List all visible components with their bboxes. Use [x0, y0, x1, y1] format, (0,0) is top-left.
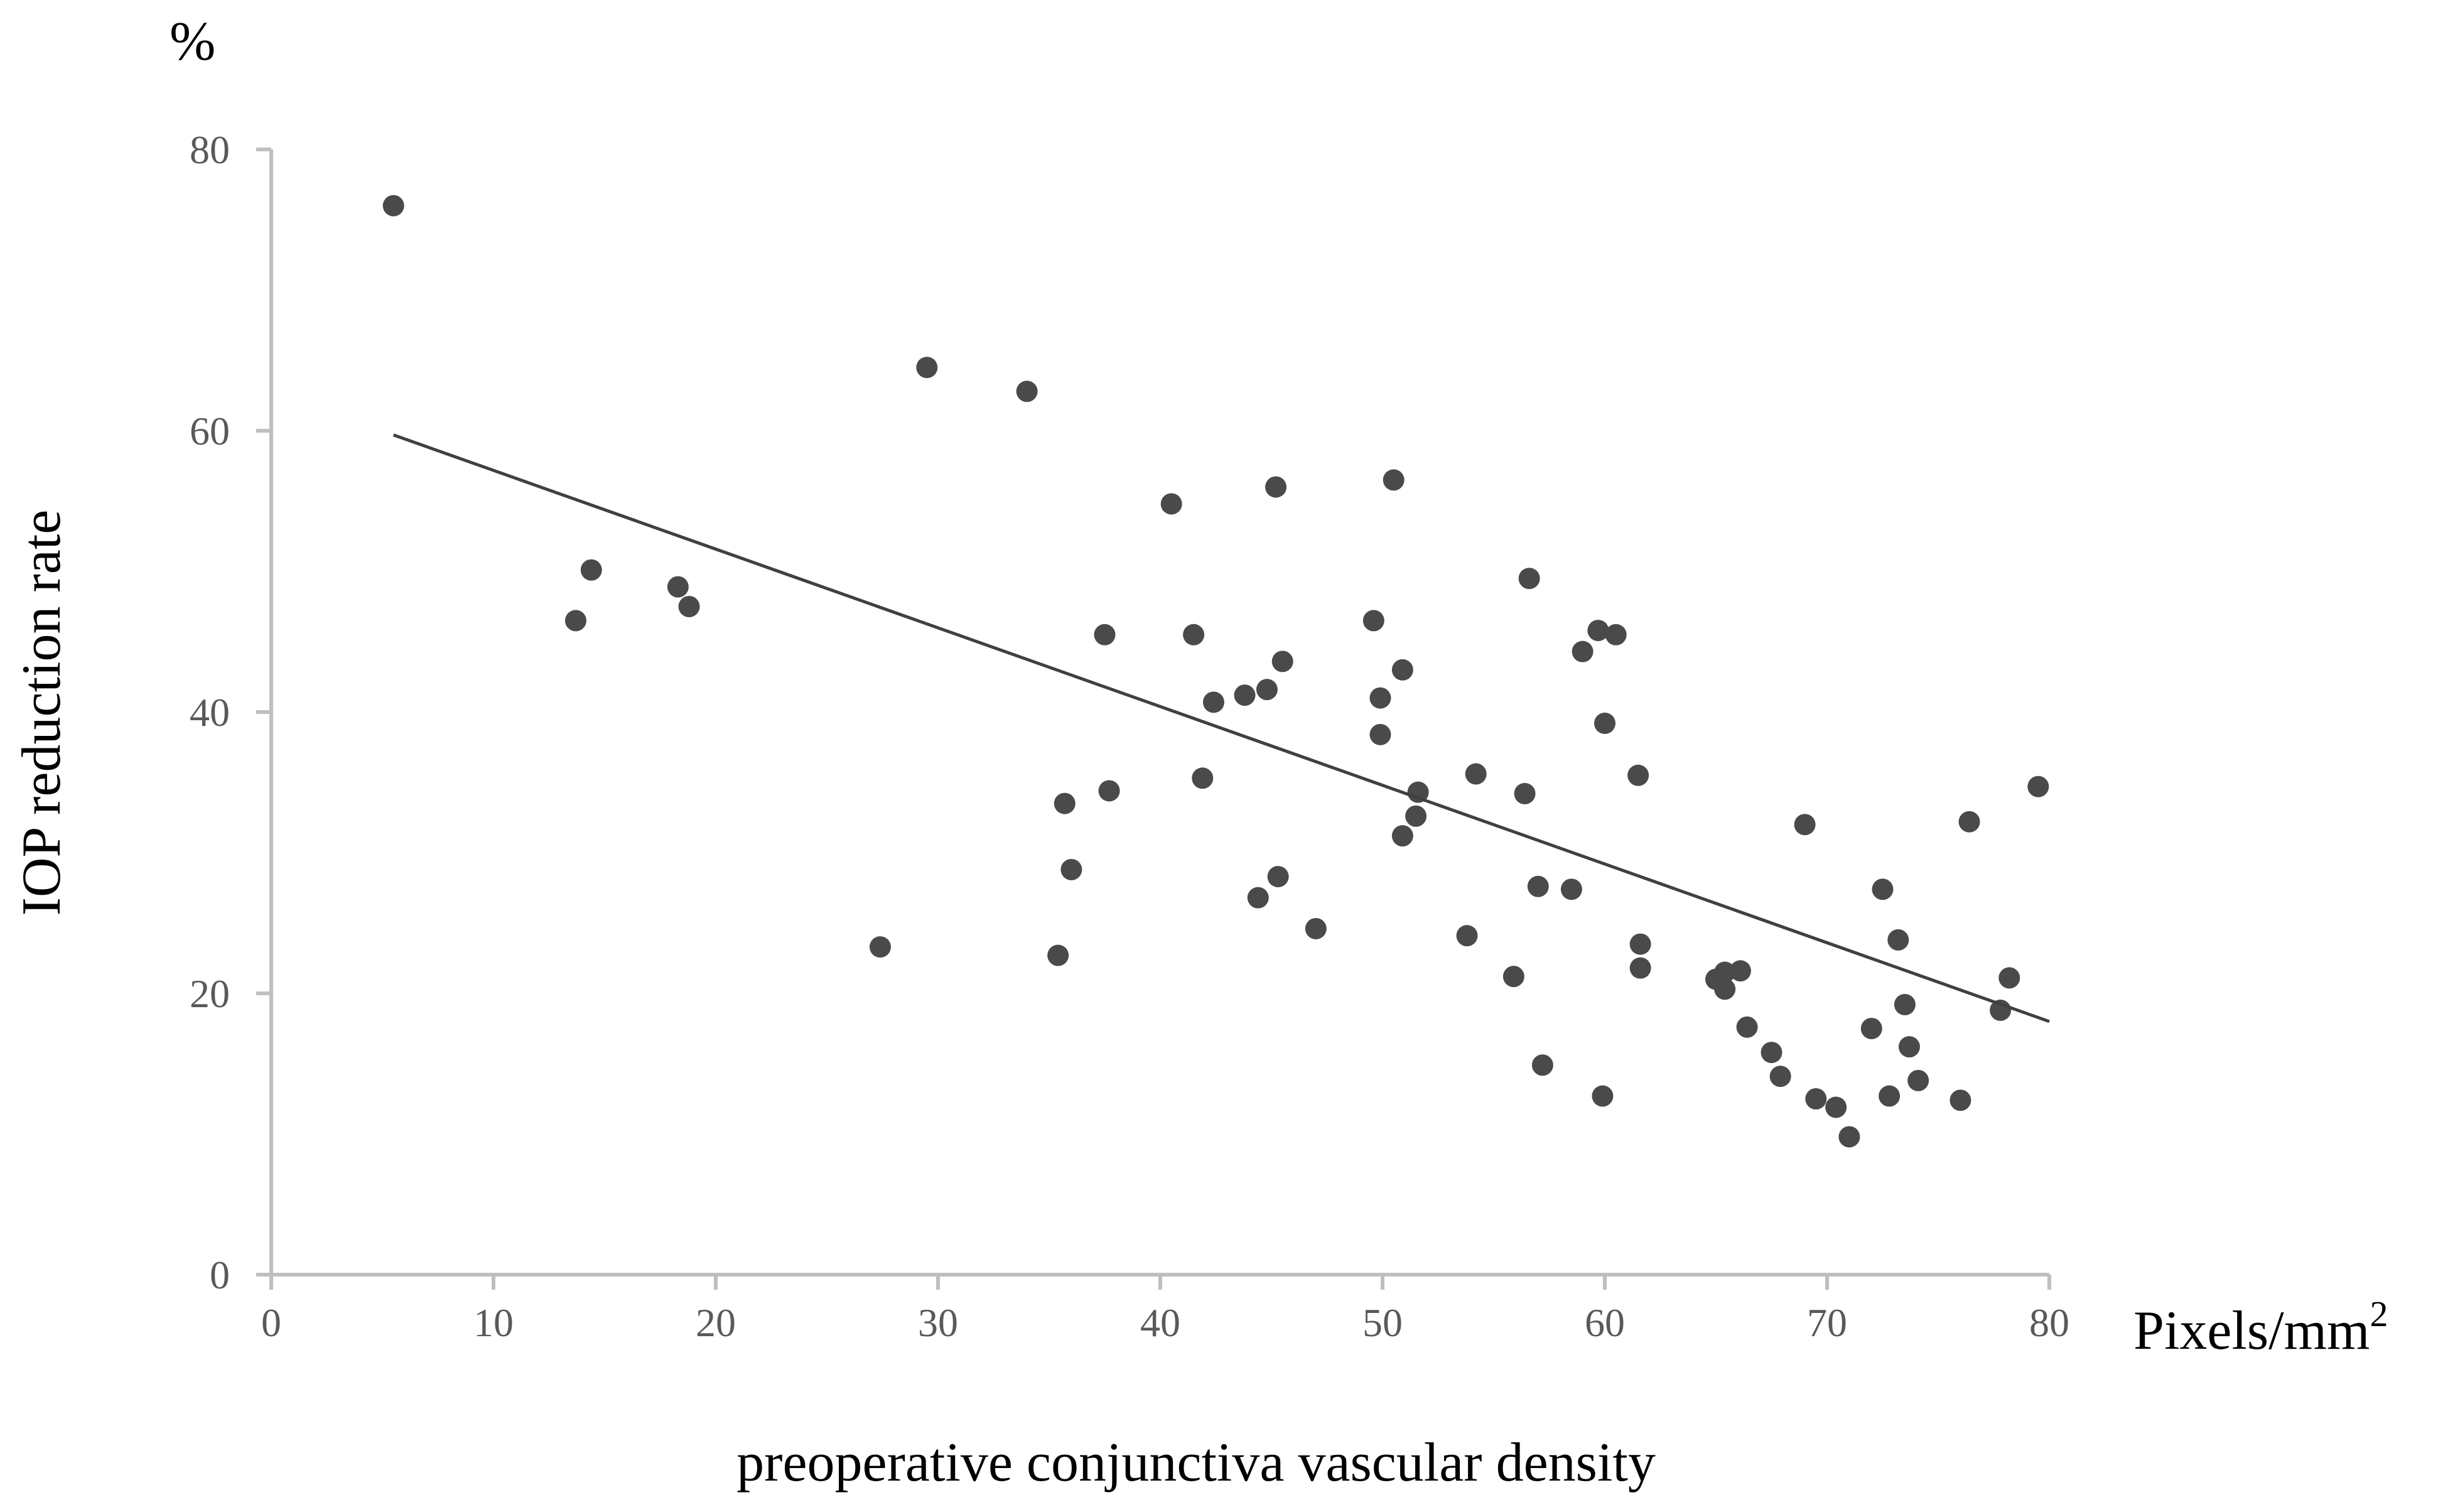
data-point	[1362, 610, 1384, 632]
data-point	[1047, 944, 1069, 966]
data-point	[1305, 917, 1327, 939]
data-point	[1805, 1088, 1827, 1110]
x-tick-label: 80	[2029, 1300, 2069, 1345]
data-point	[1572, 640, 1594, 662]
data-point	[1761, 1042, 1782, 1064]
data-point	[1887, 929, 1909, 951]
data-point	[1054, 792, 1076, 814]
data-point	[1514, 782, 1536, 804]
data-point	[1894, 993, 1916, 1015]
x-tick-label: 0	[261, 1300, 281, 1345]
data-point	[916, 357, 938, 379]
data-point	[1060, 858, 1082, 880]
data-point	[869, 936, 891, 958]
data-point	[1267, 866, 1289, 888]
data-point	[1872, 878, 1894, 900]
x-tick-label: 40	[1140, 1300, 1180, 1345]
data-point	[1192, 767, 1214, 789]
data-point	[1391, 659, 1413, 681]
x-tick-label: 20	[696, 1300, 736, 1345]
data-point	[1907, 1069, 1929, 1091]
data-point	[1629, 957, 1651, 979]
y-tick-label: 40	[190, 690, 230, 735]
y-tick-label: 80	[190, 127, 230, 172]
data-point	[1247, 887, 1269, 909]
data-point	[1094, 624, 1116, 645]
data-point	[1369, 723, 1391, 745]
data-point	[1714, 961, 1736, 983]
data-point	[1265, 476, 1287, 498]
data-point	[1098, 780, 1120, 802]
data-point	[1560, 878, 1582, 900]
data-point	[1587, 620, 1609, 642]
y-tick-label: 0	[210, 1253, 230, 1297]
x-unit-superscript: 2	[2370, 1293, 2388, 1334]
data-point	[1627, 764, 1649, 786]
y-tick-label: 60	[190, 409, 230, 453]
x-tick-label: 50	[1362, 1300, 1403, 1345]
data-point	[1879, 1085, 1901, 1107]
data-point	[1825, 1096, 1847, 1118]
data-point	[1769, 1066, 1791, 1088]
data-point	[1405, 805, 1427, 827]
data-point	[1160, 493, 1182, 515]
y-unit-label: %	[170, 11, 215, 72]
data-point	[1629, 933, 1651, 955]
data-point	[1794, 814, 1816, 836]
data-point	[1729, 960, 1751, 982]
data-point	[1531, 1054, 1553, 1076]
data-point	[580, 559, 602, 581]
data-point	[678, 596, 700, 617]
data-point	[1736, 1016, 1758, 1038]
data-point	[1594, 712, 1615, 734]
trendline-layer	[392, 433, 2050, 1023]
data-point	[1605, 624, 1627, 645]
x-unit-text: Pixels/mm	[2133, 1300, 2370, 1361]
data-point	[1950, 1089, 1971, 1111]
data-point	[1183, 624, 1205, 645]
data-point	[1518, 568, 1540, 590]
data-points	[382, 195, 2049, 1148]
data-point	[1202, 691, 1224, 713]
data-point	[1016, 381, 1038, 402]
data-point	[1958, 811, 1980, 833]
data-point	[1998, 967, 2020, 989]
data-point	[1256, 679, 1278, 701]
data-point	[1383, 469, 1405, 491]
data-point	[1234, 684, 1256, 706]
data-point	[1456, 925, 1478, 947]
trendline	[392, 433, 2050, 1023]
x-tick-label: 60	[1585, 1300, 1625, 1345]
data-point	[382, 195, 404, 217]
data-point	[1502, 966, 1524, 988]
x-tick-label: 30	[918, 1300, 958, 1345]
x-axis-title: preoperative conjunctiva vascular densit…	[736, 1432, 1656, 1493]
x-unit-label: Pixels/mm2	[2133, 1293, 2388, 1361]
ticks: 0 10 20 30 40 50 60 70 80 0 20 40 60 80	[190, 127, 2069, 1345]
data-point	[667, 576, 689, 598]
data-point	[1714, 978, 1736, 1000]
data-point	[1898, 1036, 1920, 1058]
data-point	[1860, 1018, 1882, 1039]
data-point	[564, 610, 586, 632]
data-point	[1527, 875, 1549, 897]
data-point	[1592, 1085, 1614, 1107]
data-point	[1271, 651, 1293, 672]
data-point	[1465, 763, 1487, 785]
axes	[269, 149, 2049, 1277]
y-tick-label: 20	[190, 971, 230, 1016]
data-point	[1369, 687, 1391, 709]
data-point	[2027, 775, 2049, 797]
y-axis-title: IOP reduction rate	[11, 510, 72, 916]
data-point	[1838, 1126, 1860, 1148]
x-tick-label: 10	[473, 1300, 514, 1345]
data-point	[1391, 825, 1413, 847]
x-tick-label: 70	[1807, 1300, 1847, 1345]
